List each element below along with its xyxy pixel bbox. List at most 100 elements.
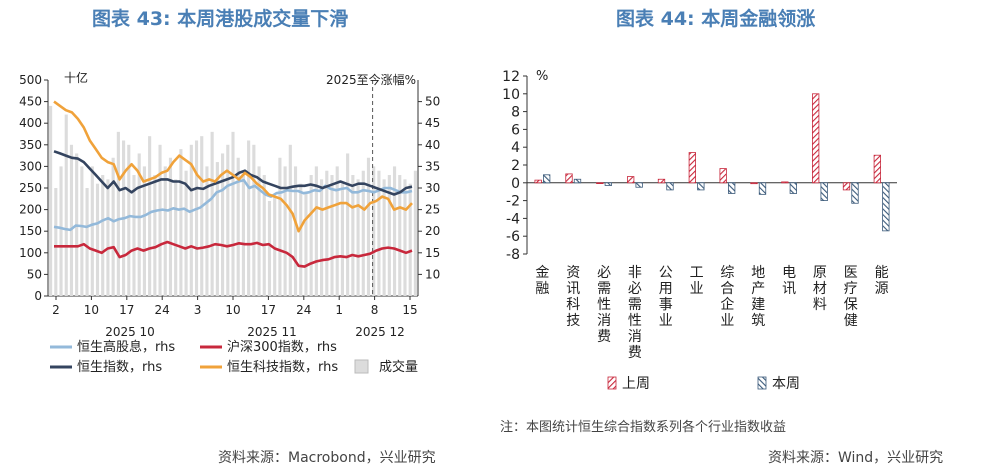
bar <box>758 182 767 195</box>
category-label-char: 原 <box>813 265 827 281</box>
category-label-char: 合 <box>720 281 734 297</box>
series-line <box>53 100 413 233</box>
y-tick-label: -4 <box>506 211 520 227</box>
category-label-char: 企 <box>720 296 734 313</box>
bar <box>789 182 797 194</box>
volume-bar <box>262 175 266 296</box>
volume-bar <box>179 149 183 296</box>
left-chart-title: 图表 43: 本周港股成交量下滑 <box>92 8 349 30</box>
volume-bar <box>153 175 157 296</box>
volume-bar <box>174 179 178 296</box>
category-label-char: 讯 <box>566 281 580 297</box>
volume-bar <box>392 166 397 296</box>
right-tick-label: 15 <box>425 246 440 260</box>
category-label-char: 必 <box>597 265 611 281</box>
volume-bar <box>335 166 339 296</box>
bar <box>750 182 758 185</box>
left-tick-label: 0 <box>34 289 42 303</box>
x-tick-label: 1 <box>335 303 343 317</box>
volume-bar <box>132 175 136 296</box>
x-tick-label: 24 <box>296 303 311 317</box>
volume-bar <box>210 131 214 296</box>
volume-bar <box>299 183 303 296</box>
volume-bar <box>330 175 334 296</box>
right-bar-chart: 121086420-2-4-6-8%金融资讯科技必需性消费非必需性消费公用事业工… <box>502 69 897 392</box>
left-source: 资料来源：Macrobond，兴业研究 <box>218 450 436 466</box>
volume-bar <box>361 170 365 296</box>
bar <box>565 173 573 184</box>
volume-bar <box>85 188 89 296</box>
x-tick-label: 2 <box>52 303 60 317</box>
legend-label: 成交量 <box>379 359 418 375</box>
volume-bar <box>106 179 110 296</box>
volume-bar <box>54 188 58 296</box>
volume-bar <box>142 166 146 296</box>
y-tick-label: 8 <box>511 105 520 121</box>
category-label-char: 建 <box>751 297 765 313</box>
y-tick-label: 6 <box>511 122 520 138</box>
y-tick-label: -8 <box>506 247 520 263</box>
volume-bar <box>257 166 261 296</box>
right-tick-label: 40 <box>425 138 440 152</box>
x-tick-label: 10 <box>225 303 240 317</box>
volume-bar <box>273 196 277 296</box>
volume-bar <box>346 153 350 296</box>
volume-bar <box>221 153 225 296</box>
legend-label: 上周 <box>622 376 650 392</box>
category-label-char: 业 <box>690 281 704 297</box>
category-label-char: 资 <box>566 265 580 281</box>
category-label-char: 费 <box>597 329 611 345</box>
category-label-char: 料 <box>813 297 827 313</box>
x-tick-label: 17 <box>261 303 276 317</box>
bar <box>697 182 705 191</box>
category-label-char: 综 <box>720 265 734 281</box>
bar <box>604 182 612 186</box>
volume-bar <box>377 170 381 296</box>
volume-bar <box>116 131 120 296</box>
x-tick-label: 10 <box>84 303 99 317</box>
bar <box>728 182 736 194</box>
volume-bar <box>90 166 94 296</box>
series-line <box>53 150 413 196</box>
x-tick-label: 15 <box>402 303 417 317</box>
left-tick-label: 350 <box>19 138 42 152</box>
x-tick-label: 24 <box>155 303 170 317</box>
category-label-char: 医 <box>844 265 858 281</box>
volume-bar <box>351 175 355 296</box>
category-label-char: 性 <box>597 297 611 313</box>
legend-label: 恒生指数，rhs <box>77 360 162 375</box>
volume-bar <box>325 170 329 296</box>
right-tick-label: 10 <box>425 267 440 281</box>
left-tick-label: 450 <box>19 95 42 109</box>
volume-bar <box>137 153 141 296</box>
volume-bar <box>205 166 209 296</box>
legend-label: 恒生科技指数，rhs <box>227 360 338 375</box>
volume-bar <box>252 144 256 296</box>
volume-bar <box>398 175 402 296</box>
x-tick-label: 17 <box>119 303 134 317</box>
volume-bar <box>59 166 63 296</box>
legend-swatch <box>757 376 767 390</box>
left-tick-label: 150 <box>19 224 42 238</box>
legend-swatch <box>354 359 369 374</box>
category-label-char: 非 <box>628 265 642 281</box>
volume-bar <box>413 170 417 296</box>
volume-bar <box>49 105 53 296</box>
category-label-char: 电 <box>782 265 796 281</box>
x-tick-label: 3 <box>194 303 202 317</box>
x-tick-label: 8 <box>371 303 379 317</box>
category-label-char: 能 <box>875 265 889 281</box>
bar <box>719 168 727 184</box>
bar <box>543 174 551 184</box>
y-tick-label: 0 <box>511 176 520 192</box>
volume-bar <box>247 140 251 296</box>
month-label: 2025 10 <box>105 325 155 339</box>
series-line <box>54 240 413 268</box>
right-tick-label: 45 <box>425 116 440 130</box>
legend-swatch <box>607 376 617 390</box>
category-label-char: 公 <box>659 265 673 281</box>
legend-label: 本周 <box>772 376 800 392</box>
volume-bar <box>64 114 68 296</box>
category-label-char: 产 <box>751 281 765 297</box>
